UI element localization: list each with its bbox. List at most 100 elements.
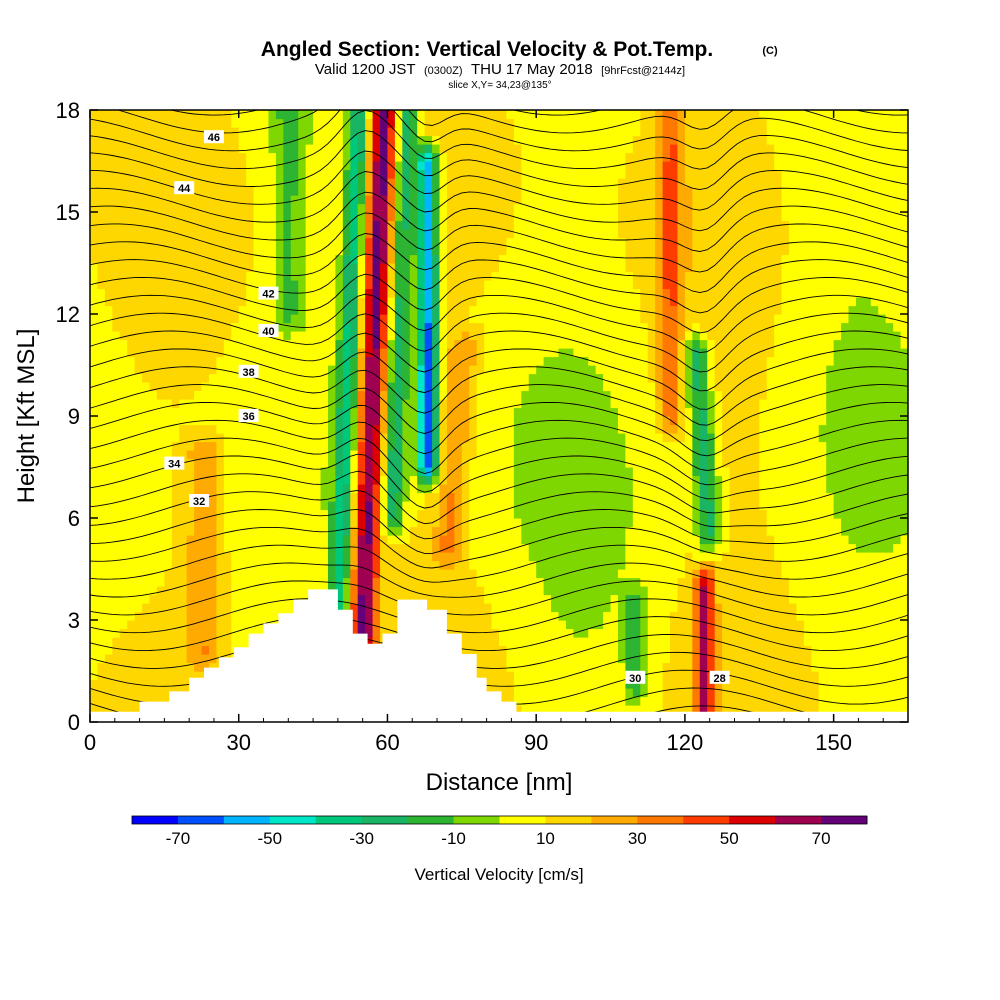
velocity-cell <box>261 577 270 587</box>
velocity-cell <box>632 450 641 460</box>
velocity-cell <box>469 475 478 485</box>
velocity-cell <box>655 501 664 511</box>
velocity-cell <box>558 450 567 460</box>
velocity-cell <box>759 628 768 638</box>
velocity-cell <box>231 450 240 460</box>
velocity-cell <box>580 399 589 409</box>
velocity-cell <box>848 475 857 485</box>
velocity-cell <box>216 637 225 647</box>
velocity-cell <box>692 654 701 664</box>
velocity-cell <box>127 688 136 698</box>
velocity-cell <box>900 679 908 689</box>
velocity-cell <box>595 611 604 621</box>
velocity-cell <box>372 518 381 528</box>
velocity-cell <box>841 543 850 553</box>
velocity-cell <box>759 518 768 528</box>
velocity-cell <box>841 484 850 494</box>
velocity-cell <box>670 424 679 434</box>
velocity-cell <box>543 671 552 681</box>
velocity-cell <box>751 339 760 349</box>
velocity-cell <box>446 484 455 494</box>
velocity-cell <box>595 348 604 358</box>
velocity-cell <box>342 569 351 579</box>
velocity-cell <box>506 645 515 655</box>
velocity-cell <box>684 696 693 706</box>
velocity-cell <box>878 535 887 545</box>
velocity-cell <box>491 518 500 528</box>
velocity-cell <box>588 475 597 485</box>
velocity-cell <box>253 628 262 638</box>
velocity-cell <box>409 594 418 604</box>
velocity-cell <box>610 475 619 485</box>
velocity-cell <box>863 501 872 511</box>
velocity-cell <box>461 382 470 392</box>
velocity-cell <box>670 645 679 655</box>
velocity-cell <box>632 356 641 366</box>
velocity-cell <box>372 509 381 519</box>
velocity-cell <box>610 339 619 349</box>
velocity-cell <box>707 654 716 664</box>
velocity-cell <box>603 518 612 528</box>
velocity-cell <box>454 543 463 553</box>
velocity-cell <box>283 450 292 460</box>
velocity-cell <box>722 458 731 468</box>
velocity-cell <box>551 390 560 400</box>
velocity-cell <box>305 501 314 511</box>
velocity-cell <box>223 560 232 570</box>
velocity-cell <box>573 433 582 443</box>
velocity-cell <box>855 705 864 715</box>
velocity-cell <box>565 645 574 655</box>
velocity-cell <box>275 501 284 511</box>
velocity-cell <box>803 458 812 468</box>
velocity-cell <box>789 628 798 638</box>
velocity-cell <box>275 560 284 570</box>
velocity-cell <box>573 696 582 706</box>
velocity-cell <box>595 645 604 655</box>
velocity-cell <box>290 543 299 553</box>
velocity-cell <box>551 543 560 553</box>
velocity-cell <box>164 688 173 698</box>
velocity-cell <box>707 382 716 392</box>
velocity-cell <box>327 399 336 409</box>
velocity-cell <box>774 518 783 528</box>
velocity-cell <box>417 356 426 366</box>
velocity-cell <box>893 475 902 485</box>
velocity-cell <box>774 705 783 715</box>
velocity-cell <box>461 594 470 604</box>
velocity-cell <box>342 390 351 400</box>
velocity-cell <box>305 552 314 562</box>
velocity-cell <box>275 424 284 434</box>
velocity-cell <box>789 696 798 706</box>
velocity-cell <box>432 509 441 519</box>
velocity-cell <box>513 356 522 366</box>
velocity-cell <box>112 577 121 587</box>
velocity-cell <box>543 679 552 689</box>
velocity-cell <box>841 560 850 570</box>
velocity-cell <box>729 594 738 604</box>
velocity-cell <box>112 467 121 477</box>
velocity-cell <box>432 586 441 596</box>
velocity-cell <box>744 637 753 647</box>
velocity-cell <box>506 518 515 528</box>
velocity-cell <box>729 433 738 443</box>
velocity-cell <box>484 339 493 349</box>
velocity-cell <box>551 577 560 587</box>
velocity-cell <box>142 518 151 528</box>
velocity-cell <box>476 577 485 587</box>
velocity-cell <box>588 662 597 672</box>
velocity-cell <box>744 671 753 681</box>
velocity-cell <box>536 501 545 511</box>
velocity-cell <box>127 552 136 562</box>
velocity-cell <box>461 518 470 528</box>
velocity-cell <box>201 560 210 570</box>
velocity-cell <box>499 611 508 621</box>
velocity-cell <box>811 611 820 621</box>
velocity-cell <box>848 365 857 375</box>
velocity-cell <box>417 458 426 468</box>
velocity-cell <box>811 365 820 375</box>
velocity-cell <box>573 450 582 460</box>
velocity-cell <box>848 356 857 366</box>
velocity-cell <box>610 586 619 596</box>
velocity-cell <box>543 509 552 519</box>
velocity-cell <box>179 407 188 417</box>
